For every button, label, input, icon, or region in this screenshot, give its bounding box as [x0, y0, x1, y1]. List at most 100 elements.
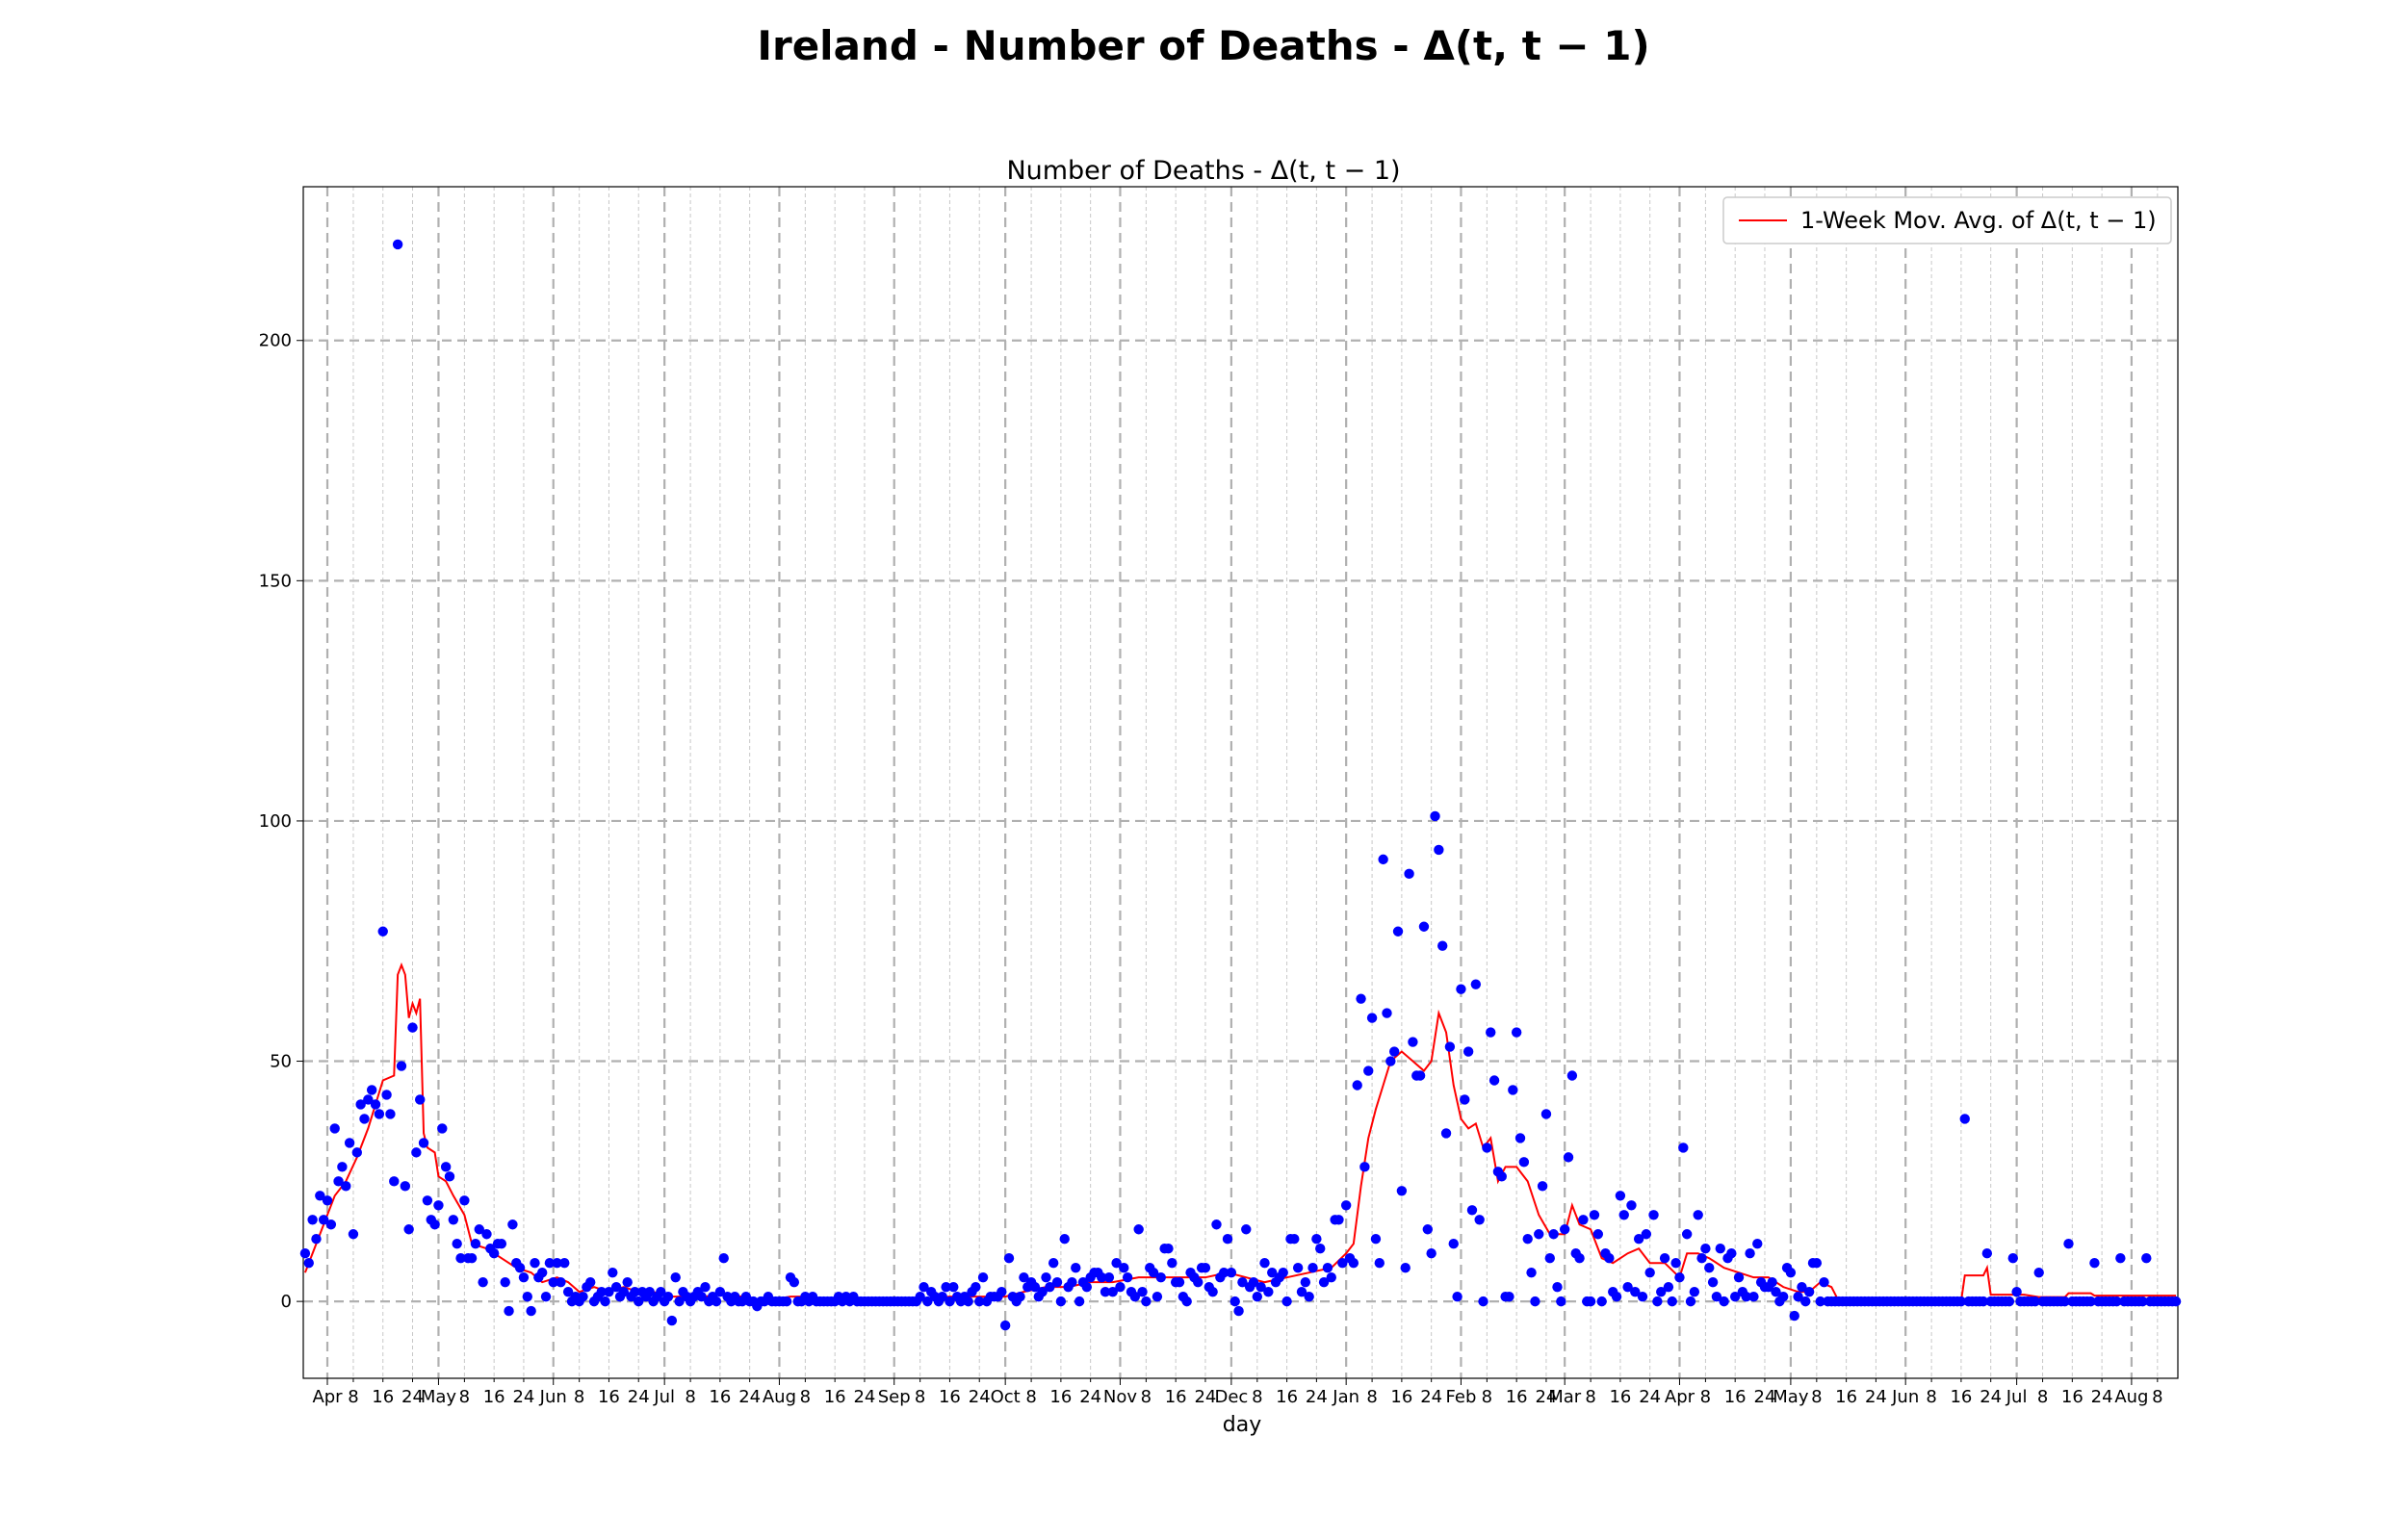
- data-point: [1396, 1186, 1408, 1196]
- data-point: [325, 1219, 337, 1230]
- x-tick-label: 16: [1049, 1387, 1072, 1407]
- data-point: [1081, 1281, 1093, 1293]
- x-tick-label: Nov: [1103, 1387, 1137, 1407]
- data-point: [329, 1123, 340, 1134]
- x-tick-label: 8: [574, 1387, 584, 1407]
- data-point: [2011, 1286, 2022, 1297]
- data-point: [1522, 1234, 1533, 1245]
- data-point: [1486, 1027, 1496, 1038]
- data-point: [1378, 854, 1388, 865]
- data-point: [1719, 1296, 1729, 1307]
- data-point: [1440, 1128, 1452, 1139]
- data-point: [1615, 1191, 1626, 1201]
- y-tick-label: 150: [259, 571, 292, 591]
- data-point: [1685, 1296, 1696, 1307]
- figure-title: Ireland - Number of Deaths - Δ(t, t − 1): [757, 22, 1649, 69]
- data-point: [1659, 1253, 1670, 1264]
- data-point: [1218, 1267, 1229, 1278]
- data-point: [922, 1296, 933, 1307]
- x-tick-label: 24: [1420, 1387, 1442, 1407]
- x-tick-label: 24: [853, 1387, 875, 1407]
- x-tick-label: 16: [709, 1387, 731, 1407]
- data-point: [544, 1257, 556, 1269]
- data-point: [311, 1234, 322, 1245]
- x-tick-label: 16: [1724, 1387, 1747, 1407]
- data-point: [1811, 1257, 1823, 1269]
- data-point: [437, 1123, 448, 1134]
- data-point: [1715, 1244, 1725, 1254]
- data-point: [1478, 1296, 1488, 1307]
- data-point: [1488, 1075, 1500, 1086]
- data-point: [1430, 810, 1440, 822]
- data-point: [1815, 1296, 1825, 1307]
- data-point: [1029, 1281, 1041, 1293]
- data-point: [1359, 1162, 1370, 1172]
- data-point: [478, 1276, 488, 1288]
- data-point: [1322, 1262, 1333, 1273]
- data-point: [1752, 1239, 1763, 1249]
- data-point: [634, 1296, 644, 1307]
- data-point: [526, 1305, 536, 1317]
- data-point: [1167, 1257, 1178, 1269]
- data-point: [1700, 1244, 1711, 1254]
- x-tick-label: 16: [2061, 1387, 2083, 1407]
- data-point: [448, 1215, 459, 1225]
- data-point: [2059, 1296, 2070, 1307]
- data-point: [548, 1276, 558, 1288]
- data-point: [488, 1248, 500, 1259]
- x-tick-label: 8: [1141, 1387, 1152, 1407]
- x-tick-label: 8: [1926, 1387, 1936, 1407]
- data-point: [963, 1296, 973, 1307]
- chart-title: Number of Deaths - Δ(t, t − 1): [1006, 156, 1400, 186]
- x-tick-label: 8: [1366, 1387, 1377, 1407]
- data-point: [999, 1320, 1011, 1331]
- data-point: [1129, 1291, 1141, 1302]
- data-point: [1348, 1257, 1359, 1269]
- data-point: [2085, 1296, 2096, 1307]
- data-point: [1155, 1271, 1166, 1283]
- data-point: [1370, 1234, 1382, 1245]
- x-tick-label: 24: [2091, 1387, 2113, 1407]
- data-point: [1152, 1291, 1163, 1302]
- data-point: [366, 1085, 377, 1095]
- data-point: [1566, 1070, 1578, 1081]
- x-tick-label: 8: [1482, 1387, 1492, 1407]
- data-point: [1437, 940, 1448, 951]
- data-point: [670, 1271, 681, 1283]
- data-point: [1422, 1224, 1434, 1235]
- data-point: [1311, 1234, 1322, 1245]
- x-tick-label: 24: [1639, 1387, 1661, 1407]
- data-point: [1711, 1291, 1722, 1302]
- data-point: [1333, 1215, 1344, 1225]
- data-point: [466, 1253, 478, 1264]
- data-point: [1141, 1296, 1152, 1307]
- data-point: [359, 1114, 370, 1124]
- data-point: [1414, 1070, 1426, 1081]
- x-tick-label: 16: [939, 1387, 961, 1407]
- data-point: [1704, 1262, 1715, 1273]
- data-point: [1656, 1286, 1667, 1297]
- data-point: [455, 1253, 466, 1264]
- x-tick-label: Apr: [1665, 1387, 1695, 1407]
- data-point: [1307, 1262, 1318, 1273]
- data-point: [1263, 1286, 1274, 1297]
- data-point: [1200, 1262, 1211, 1273]
- data-point: [1678, 1142, 1689, 1153]
- data-point: [1741, 1291, 1751, 1302]
- data-point: [1163, 1244, 1174, 1254]
- x-tick-label: May: [1773, 1387, 1809, 1407]
- x-tick-label: 8: [1252, 1387, 1262, 1407]
- data-point: [789, 1276, 800, 1288]
- data-point: [974, 1296, 985, 1307]
- data-point: [429, 1219, 440, 1230]
- data-point: [407, 1022, 418, 1033]
- x-tick-label: 24: [1194, 1387, 1216, 1407]
- data-point: [2115, 1253, 2126, 1264]
- y-tick-label: 0: [281, 1292, 292, 1312]
- data-point: [1448, 1239, 1459, 1249]
- data-point: [341, 1181, 351, 1192]
- data-point: [1315, 1244, 1326, 1254]
- data-point: [2033, 1267, 2044, 1278]
